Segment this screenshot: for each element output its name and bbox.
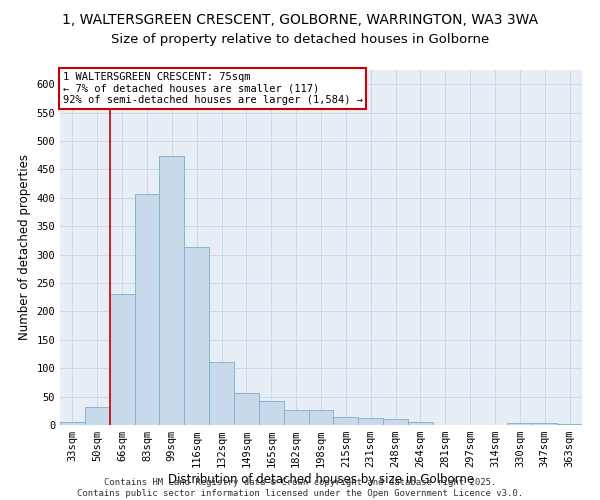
Bar: [234, 392, 259, 425]
Bar: [160, 156, 184, 425]
Bar: [184, 247, 209, 425]
Bar: [60, 422, 85, 425]
Bar: [532, 424, 557, 425]
Bar: [508, 424, 532, 425]
Bar: [134, 194, 160, 425]
Bar: [85, 408, 110, 425]
Text: 1, WALTERSGREEN CRESCENT, GOLBORNE, WARRINGTON, WA3 3WA: 1, WALTERSGREEN CRESCENT, GOLBORNE, WARR…: [62, 12, 538, 26]
Bar: [209, 362, 234, 425]
Bar: [259, 400, 284, 425]
Bar: [408, 422, 433, 425]
Bar: [110, 294, 134, 425]
Bar: [358, 418, 383, 425]
X-axis label: Distribution of detached houses by size in Golborne: Distribution of detached houses by size …: [168, 473, 474, 486]
Bar: [284, 410, 308, 425]
Bar: [334, 417, 358, 425]
Text: 1 WALTERSGREEN CRESCENT: 75sqm
← 7% of detached houses are smaller (117)
92% of : 1 WALTERSGREEN CRESCENT: 75sqm ← 7% of d…: [62, 72, 362, 105]
Bar: [383, 420, 408, 425]
Text: Size of property relative to detached houses in Golborne: Size of property relative to detached ho…: [111, 32, 489, 46]
Bar: [557, 424, 582, 425]
Y-axis label: Number of detached properties: Number of detached properties: [18, 154, 31, 340]
Text: Contains HM Land Registry data © Crown copyright and database right 2025.
Contai: Contains HM Land Registry data © Crown c…: [77, 478, 523, 498]
Bar: [308, 410, 334, 425]
